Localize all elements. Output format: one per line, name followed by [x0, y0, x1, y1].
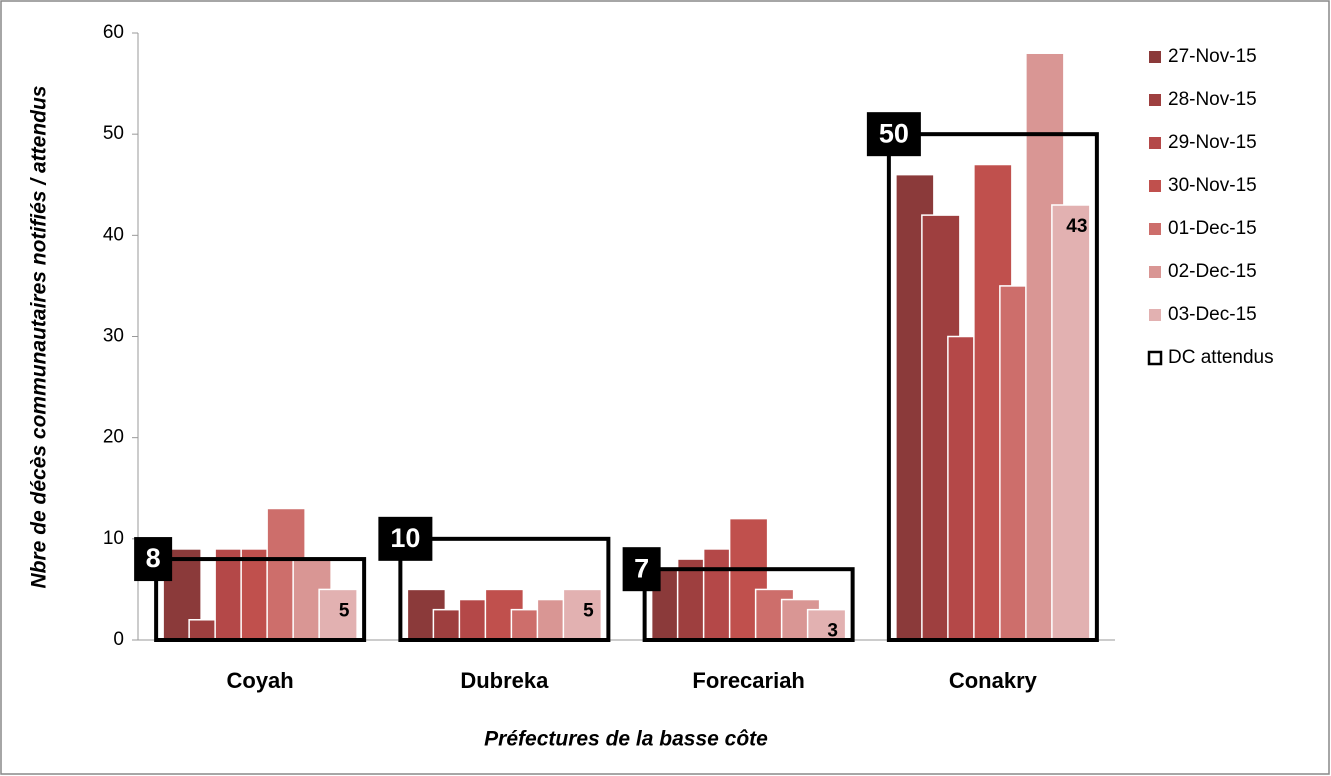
legend-swatch	[1149, 51, 1161, 63]
data-label: 3	[827, 621, 838, 642]
data-label: 43	[1066, 216, 1087, 237]
x-tick-label: Forecariah	[692, 668, 805, 693]
expected-box	[886, 132, 1099, 643]
expected-label: 8	[146, 543, 161, 573]
legend-swatch	[1149, 137, 1161, 149]
data-label: 5	[583, 600, 594, 621]
expected-box	[398, 536, 611, 642]
y-tick-label: 40	[103, 224, 124, 245]
y-tick-label: 20	[103, 427, 124, 448]
y-tick-label: 30	[103, 326, 124, 347]
legend-swatch	[1147, 350, 1163, 366]
data-label: 5	[339, 600, 350, 621]
expected-box	[154, 557, 367, 642]
expected-box	[642, 567, 855, 643]
y-tick-label: 0	[113, 629, 124, 650]
y-tick-label: 10	[103, 528, 124, 549]
expected-label: 7	[634, 553, 649, 583]
legend-swatch	[1149, 94, 1161, 106]
bar	[1051, 204, 1091, 641]
expected-label-bg	[134, 537, 173, 582]
y-axis-title: Nbre de décès communautaires notifiés / …	[28, 86, 51, 589]
legend-label: DC attendus	[1168, 347, 1274, 368]
legend-swatch	[1149, 223, 1161, 235]
legend-label: 02-Dec-15	[1168, 261, 1257, 282]
legend-label: 29-Nov-15	[1168, 132, 1257, 153]
expected-label: 50	[879, 118, 909, 148]
legend-swatch	[1149, 309, 1161, 321]
legend-swatch	[1149, 266, 1161, 278]
legend-label: 03-Dec-15	[1168, 304, 1257, 325]
legend-label: 01-Dec-15	[1168, 218, 1257, 239]
bar	[806, 608, 847, 641]
legend-label: 30-Nov-15	[1168, 175, 1257, 196]
expected-label: 10	[390, 523, 420, 553]
x-tick-label: Coyah	[227, 668, 294, 693]
x-tick-label: Dubreka	[460, 668, 549, 693]
expected-label-bg	[378, 516, 433, 561]
expected-label-bg	[622, 547, 661, 592]
legend-label: 28-Nov-15	[1168, 89, 1257, 110]
expected-label-bg	[866, 112, 921, 157]
x-tick-label: Conakry	[949, 668, 1038, 693]
x-axis-title: Préfectures de la basse côte	[484, 728, 768, 751]
legend-label: 27-Nov-15	[1168, 46, 1257, 67]
y-tick-label: 50	[103, 123, 124, 144]
y-tick-label: 60	[103, 22, 124, 43]
legend-swatch	[1149, 180, 1161, 192]
